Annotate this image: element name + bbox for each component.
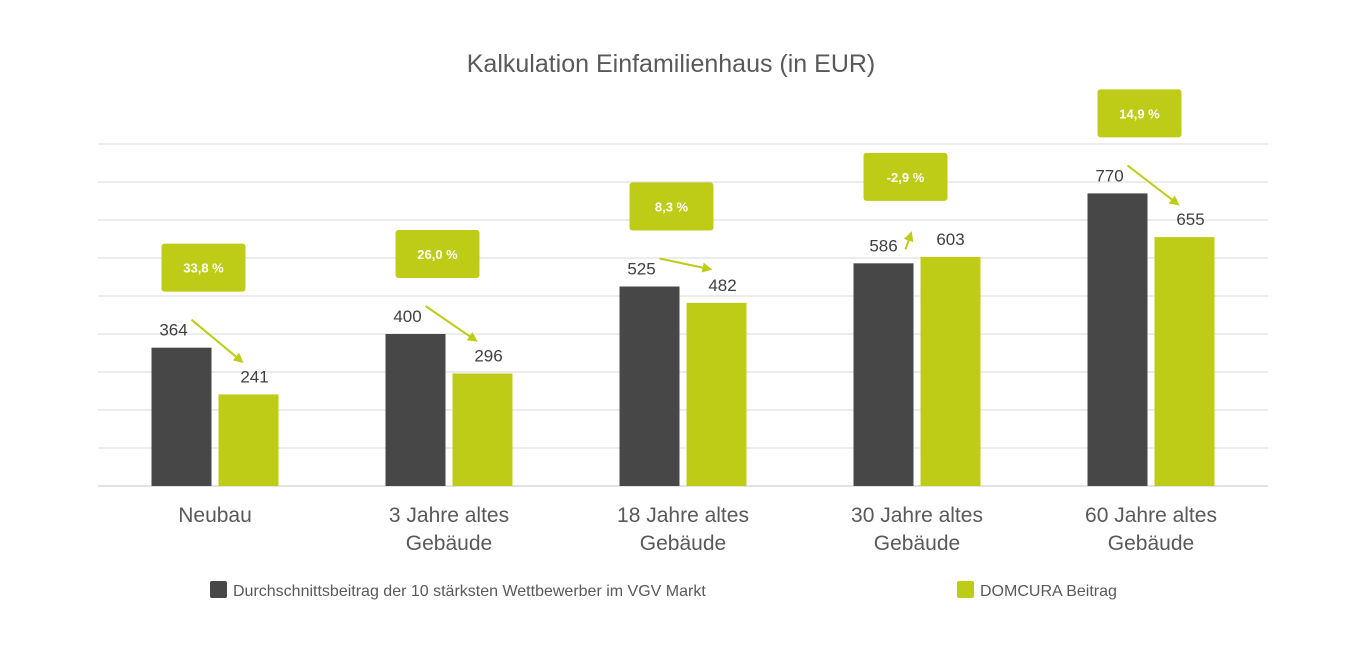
percentage-label: 14,9 % bbox=[1119, 106, 1160, 121]
chart-title: Kalkulation Einfamilienhaus (in EUR) bbox=[467, 50, 876, 78]
value-label-competitor: 364 bbox=[159, 321, 187, 340]
category-label: 60 Jahre altes bbox=[1085, 504, 1217, 527]
value-label-competitor: 586 bbox=[869, 236, 897, 255]
category-label: Gebäude bbox=[640, 532, 726, 555]
change-arrow bbox=[659, 257, 713, 273]
value-label-domcura: 603 bbox=[936, 230, 964, 249]
change-arrow bbox=[424, 305, 478, 342]
percentage-label: 26,0 % bbox=[417, 247, 458, 262]
gridlines bbox=[98, 143, 1268, 487]
bar-competitor bbox=[385, 334, 446, 486]
legend: Durchschnittsbeitrag der 10 stärksten We… bbox=[210, 581, 1117, 600]
legend-label-competitor: Durchschnittsbeitrag der 10 stärksten We… bbox=[233, 583, 706, 600]
category-label: Gebäude bbox=[874, 532, 960, 555]
percentage-badge bbox=[1097, 89, 1182, 138]
category-label: 3 Jahre altes bbox=[389, 504, 509, 527]
value-label-competitor: 525 bbox=[627, 260, 655, 279]
value-label-domcura: 296 bbox=[474, 347, 502, 366]
value-label-domcura: 482 bbox=[708, 276, 736, 295]
bars bbox=[151, 193, 1215, 486]
percentage-annotations: 33,8 % 26,0 % 8,3 % -2,9 % 14,9 % bbox=[161, 89, 1182, 363]
percentage-badge bbox=[395, 230, 480, 278]
percentage-label: -2,9 % bbox=[887, 170, 925, 185]
value-label-competitor: 400 bbox=[393, 307, 421, 326]
category-label: Gebäude bbox=[1108, 532, 1194, 555]
bar-domcura bbox=[920, 256, 981, 486]
value-labels: 364 241 400 296 525 482 586 603 770 655 bbox=[159, 166, 1204, 386]
legend-swatch-domcura bbox=[957, 581, 974, 598]
bar-domcura bbox=[218, 394, 279, 486]
percentage-badge bbox=[161, 243, 246, 292]
category-label: Gebäude bbox=[406, 532, 492, 555]
percentage-badge bbox=[863, 152, 948, 201]
category-label: Neubau bbox=[178, 504, 252, 527]
bar-domcura bbox=[686, 302, 747, 486]
change-arrow bbox=[190, 318, 244, 363]
value-label-domcura: 655 bbox=[1176, 210, 1204, 229]
category-label: 18 Jahre altes bbox=[617, 504, 749, 527]
legend-swatch-competitor bbox=[210, 581, 227, 598]
percentage-label: 33,8 % bbox=[183, 261, 224, 276]
category-label: 30 Jahre altes bbox=[851, 504, 983, 527]
change-arrow bbox=[1126, 164, 1180, 206]
percentage-badge bbox=[629, 182, 714, 231]
value-label-competitor: 770 bbox=[1095, 166, 1123, 185]
value-label-domcura: 241 bbox=[240, 367, 268, 386]
bar-competitor bbox=[619, 286, 680, 486]
percentage-label: 8,3 % bbox=[655, 200, 689, 215]
bar-competitor bbox=[1087, 193, 1148, 486]
legend-label-domcura: DOMCURA Beitrag bbox=[980, 583, 1117, 600]
bar-competitor bbox=[151, 347, 212, 486]
bar-competitor bbox=[853, 263, 914, 486]
bar-domcura bbox=[452, 373, 513, 486]
category-labels: Neubau 3 Jahre altes Gebäude 18 Jahre altes… bbox=[178, 504, 1217, 555]
bar-domcura bbox=[1154, 237, 1215, 486]
change-arrow bbox=[903, 231, 914, 250]
